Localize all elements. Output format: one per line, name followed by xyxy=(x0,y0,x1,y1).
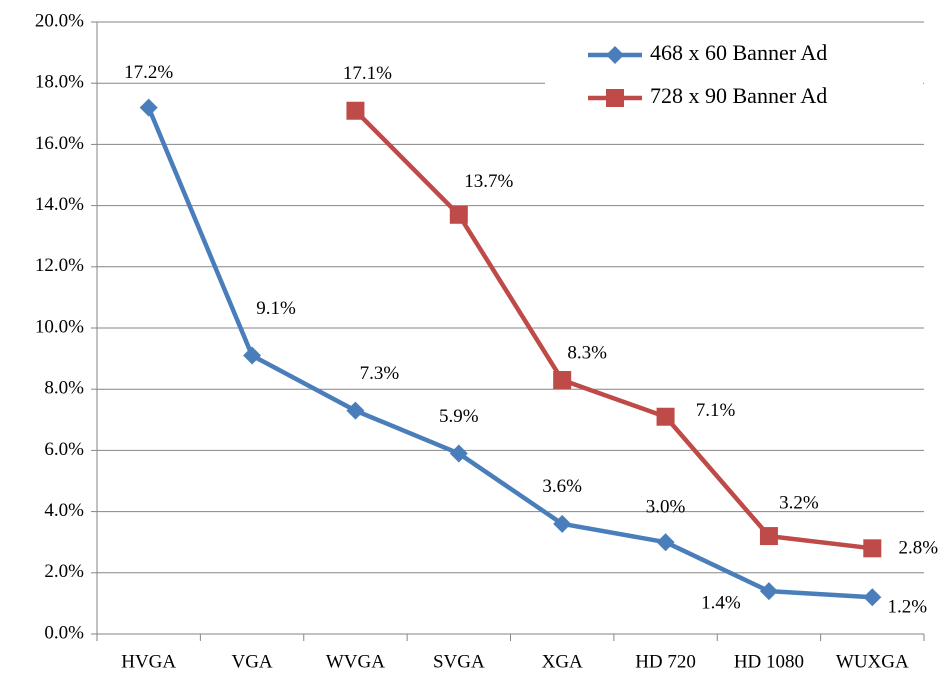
data-point xyxy=(449,205,468,224)
data-point xyxy=(759,527,778,546)
data-point xyxy=(553,514,572,533)
y-tick-label: 12.0% xyxy=(35,255,84,276)
data-label: 2.8% xyxy=(899,538,939,559)
data-point xyxy=(759,582,778,601)
series-line xyxy=(146,106,873,600)
data-label: 8.3% xyxy=(567,342,607,363)
legend-label: 468 x 60 Banner Ad xyxy=(650,40,827,65)
data-point xyxy=(243,346,262,365)
data-point xyxy=(606,46,624,64)
data-label: 17.1% xyxy=(343,63,392,84)
data-label: 7.1% xyxy=(696,400,736,421)
data-point xyxy=(656,407,675,426)
data-point xyxy=(606,89,624,107)
data-point xyxy=(449,444,468,463)
data-point xyxy=(346,101,365,120)
data-label: 13.7% xyxy=(464,171,513,192)
data-point xyxy=(139,98,158,117)
y-tick-label: 4.0% xyxy=(44,500,84,521)
y-tick-label: 6.0% xyxy=(44,439,84,460)
data-point xyxy=(863,588,882,607)
y-tick-label: 10.0% xyxy=(35,316,84,337)
y-tick-label: 20.0% xyxy=(35,10,84,31)
data-point xyxy=(346,401,365,420)
y-tick-label: 14.0% xyxy=(35,194,84,215)
x-tick-label: WUXGA xyxy=(836,651,909,672)
data-label: 3.0% xyxy=(646,497,686,518)
x-tick-label: VGA xyxy=(231,651,272,672)
legend-box xyxy=(545,35,923,127)
y-tick-label: 16.0% xyxy=(35,133,84,154)
x-tick-label: HD 720 xyxy=(635,651,696,672)
data-label: 1.2% xyxy=(888,597,928,618)
x-tick-label: SVGA xyxy=(433,651,485,672)
x-tick-label: HVGA xyxy=(121,651,176,672)
data-point xyxy=(863,539,882,558)
data-label: 7.3% xyxy=(360,363,400,384)
data-label: 3.6% xyxy=(542,476,582,497)
data-label: 9.1% xyxy=(256,298,296,319)
series-line xyxy=(353,109,873,551)
y-tick-label: 18.0% xyxy=(35,72,84,93)
x-tick-label: WVGA xyxy=(326,651,385,672)
legend-label: 728 x 90 Banner Ad xyxy=(650,83,827,108)
data-label: 1.4% xyxy=(701,593,741,614)
x-tick-label: XGA xyxy=(542,651,583,672)
y-tick-label: 8.0% xyxy=(44,378,84,399)
y-tick-label: 0.0% xyxy=(44,622,84,643)
data-point xyxy=(553,371,572,390)
x-tick-label: HD 1080 xyxy=(734,651,804,672)
data-label: 5.9% xyxy=(439,406,479,427)
data-label: 17.2% xyxy=(124,62,173,83)
y-tick-label: 2.0% xyxy=(44,561,84,582)
data-label: 3.2% xyxy=(779,492,819,513)
data-point xyxy=(656,533,675,552)
